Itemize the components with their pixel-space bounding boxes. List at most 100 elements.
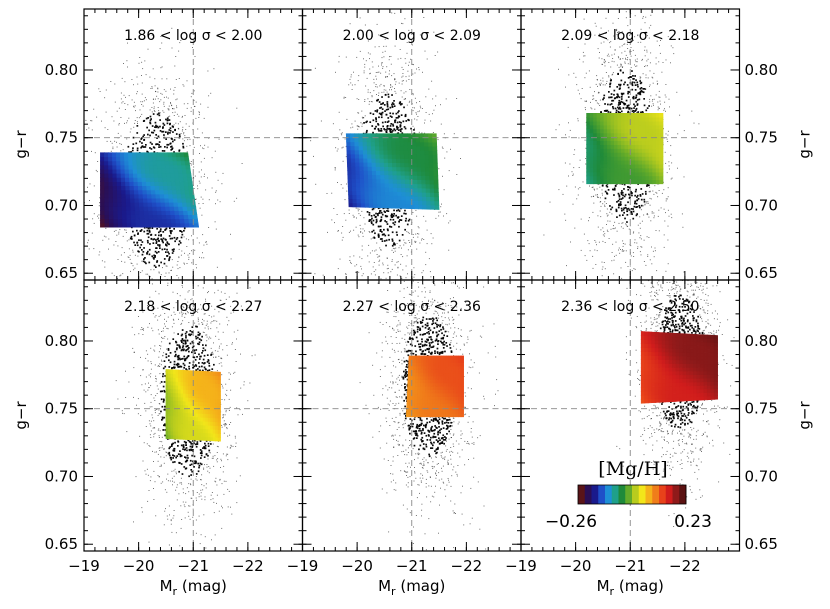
scatter-point <box>364 223 366 225</box>
scatter-point <box>397 116 399 119</box>
scatter-point <box>132 136 135 139</box>
scatter-point <box>154 111 156 112</box>
scatter-point <box>413 267 415 269</box>
scatter-point <box>165 265 167 267</box>
scatter-point <box>379 225 382 228</box>
scatter-point <box>597 196 599 198</box>
scatter-point <box>386 121 389 123</box>
mgh-grid-cell <box>108 193 114 199</box>
scatter-point <box>386 127 389 130</box>
mgh-grid-cell <box>157 222 164 228</box>
scatter-point <box>418 131 420 133</box>
scatter-point <box>399 128 402 131</box>
mgh-grid-cell <box>376 195 382 200</box>
mgh-grid-cell <box>391 149 397 155</box>
scatter-point <box>423 215 425 217</box>
mgh-grid-cell <box>356 190 362 196</box>
scatter-point <box>382 51 384 53</box>
mgh-grid-cell <box>412 175 418 180</box>
mgh-grid-cell <box>380 174 386 180</box>
mgh-grid-cell <box>427 133 433 139</box>
mgh-grid-cell <box>346 153 352 159</box>
scatter-point <box>432 132 434 133</box>
mgh-grid-cell <box>364 194 370 200</box>
scatter-point <box>382 264 384 266</box>
scatter-point <box>620 98 623 100</box>
mgh-grid-cell <box>367 153 373 159</box>
scatter-point <box>101 120 102 122</box>
scatter-point <box>601 192 603 194</box>
scatter-point <box>139 109 141 111</box>
mgh-grid-cell <box>117 193 123 199</box>
mgh-grid-cell <box>386 133 392 139</box>
scatter-point <box>390 63 392 65</box>
mgh-grid-cell <box>347 165 352 171</box>
mgh-grid-cell <box>396 170 402 176</box>
scatter-point <box>151 107 153 108</box>
scatter-point <box>394 79 395 81</box>
scatter-point <box>649 98 651 100</box>
scatter-point <box>664 108 665 110</box>
scatter-point <box>592 98 594 100</box>
scatter-point <box>393 223 396 226</box>
scatter-point <box>605 17 607 19</box>
scatter-point <box>391 106 394 108</box>
scatter-point <box>633 205 636 208</box>
scatter-point <box>379 229 382 231</box>
scatter-point <box>169 132 171 134</box>
mgh-grid-cell <box>146 185 152 191</box>
scatter-point <box>643 214 645 216</box>
scatter-point <box>621 222 623 224</box>
scatter-point <box>137 232 139 235</box>
mgh-grid-cell <box>396 162 401 168</box>
scatter-point <box>401 234 404 236</box>
mgh-grid-cell <box>128 156 133 162</box>
mgh-grid-cell <box>388 191 394 197</box>
scatter-point <box>146 239 149 242</box>
panel-1: 1.86 < log σ < 2.000.650.700.750.80g−r <box>12 8 304 282</box>
scatter-point <box>172 250 175 252</box>
mgh-grid-cell <box>144 218 150 224</box>
scatter-point <box>118 107 120 109</box>
mgh-grid-cell <box>162 185 169 191</box>
mgh-grid-cell <box>151 197 157 203</box>
scatter-point <box>628 91 631 93</box>
mgh-grid-cell <box>120 168 126 174</box>
scatter-point <box>625 224 627 226</box>
mgh-grid-cell <box>113 214 119 220</box>
scatter-point <box>423 239 425 240</box>
scatter-point <box>620 92 623 95</box>
mgh-grid-cell <box>354 141 360 147</box>
scatter-point <box>597 92 599 94</box>
mgh-grid-cell <box>355 165 361 171</box>
scatter-point <box>367 52 369 54</box>
scatter-point <box>375 120 378 123</box>
mgh-grid-cell <box>417 175 422 181</box>
mgh-grid-cell <box>167 189 173 195</box>
scatter-point <box>448 249 450 251</box>
scatter-point <box>634 59 636 61</box>
scatter-point <box>618 195 621 198</box>
scatter-point <box>115 229 117 231</box>
scatter-point <box>391 102 394 104</box>
scatter-point <box>217 179 219 181</box>
scatter-point <box>405 265 407 267</box>
mgh-grid-cell <box>412 166 418 172</box>
scatter-point <box>175 99 177 101</box>
scatter-point <box>406 42 408 43</box>
scatter-point <box>384 93 387 96</box>
scatter-point <box>404 209 406 212</box>
scatter-point <box>157 107 159 108</box>
scatter-point <box>93 213 95 215</box>
scatter-point <box>198 203 200 205</box>
mgh-grid-cell <box>130 202 136 207</box>
scatter-point <box>163 248 166 250</box>
scatter-point <box>406 231 408 233</box>
scatter-point <box>424 122 425 124</box>
scatter-point <box>136 132 139 134</box>
scatter-point <box>158 112 160 115</box>
scatter-point <box>627 63 629 65</box>
scatter-point <box>618 96 621 99</box>
scatter-point <box>132 265 134 267</box>
scatter-point <box>602 80 604 82</box>
